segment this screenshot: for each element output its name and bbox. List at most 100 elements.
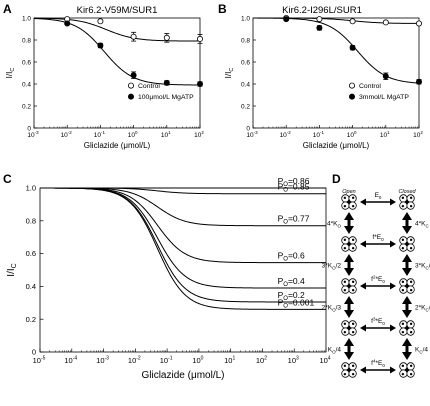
- arrow-head: [360, 324, 366, 332]
- transition-arrow-vertical-closed: [402, 254, 412, 276]
- panel-b-legend-marker: [348, 93, 355, 100]
- subunit-dot: [351, 238, 355, 242]
- panel-a-point-2: [130, 72, 137, 79]
- panel-a-ylabel: I/IC: [5, 68, 16, 79]
- subunit-dot: [343, 364, 347, 368]
- panel-b-fit-curve-1: [253, 17, 420, 24]
- panel-c-xtick-label: 103: [288, 356, 299, 366]
- diagram-closed-label: Closed: [398, 189, 416, 195]
- panel-c-xtick-label: 102: [256, 356, 267, 366]
- panel-label-b: B: [218, 2, 227, 16]
- panel-c-curve-5: [40, 187, 326, 289]
- channel-pore: [405, 284, 409, 288]
- subunit-dot: [409, 372, 413, 376]
- subunit-dot: [343, 204, 347, 208]
- panel-c-ylabel: I/IC: [6, 263, 18, 276]
- panel-a-point-1: [130, 33, 137, 40]
- panel-a-plot: 0 0.2 0.4 0.6 0.8 1.0 10-3 10-2 10-1 100 101 102 Gli…: [5, 15, 204, 150]
- arrow-head: [402, 296, 412, 304]
- arrow-head: [402, 226, 412, 234]
- arrow-head: [390, 282, 396, 290]
- panel-b-ytick-label: 1.0: [241, 15, 250, 22]
- closed-rate-label: 3*KC/2: [415, 263, 430, 271]
- arrow-head: [344, 226, 354, 234]
- panel-c-po-label: PO=0.6: [278, 251, 305, 263]
- panel-c-xtick-label: 100: [192, 356, 203, 366]
- subunit-dot: [343, 196, 347, 200]
- subunit-dot: [351, 372, 355, 376]
- arrow-head: [390, 366, 396, 374]
- panel-b-xtick-label: 10-3: [246, 130, 258, 139]
- subunit-dot: [351, 246, 355, 250]
- subunit-dot: [401, 288, 405, 292]
- panel-b-xtick-label: 10-1: [313, 130, 325, 139]
- subunit-dot: [409, 364, 413, 368]
- kinetic-scheme-diagram: Open Closed E0 f*E0 f2*E0 f3*E0 f4*E0 4*KO 4*K…: [322, 189, 430, 378]
- panel-a-point-2: [196, 81, 203, 88]
- subunit-dot: [401, 280, 405, 284]
- subunit-dot: [409, 204, 413, 208]
- channel-pore: [405, 242, 409, 246]
- subunit-dot: [351, 204, 355, 208]
- panel-b-fit-curve-2: [253, 17, 420, 84]
- channel-open-icon: [341, 236, 357, 252]
- open-rate-label: 4*KO: [327, 221, 341, 229]
- transition-arrow-vertical-closed: [402, 338, 412, 360]
- panel-label-c: C: [3, 172, 12, 186]
- panel-c-plot: 0 0.2 0.4 0.6 0.8 1.0 10-5 10-4 10-3 10-2 10-1 100 1…: [6, 176, 331, 381]
- subunit-dot: [409, 238, 413, 242]
- arrow-head: [344, 296, 354, 304]
- subunit-dot: [409, 196, 413, 200]
- channel-open-icon: [341, 194, 357, 210]
- transition-arrow-vertical-open: [344, 338, 354, 360]
- panel-a-legend-entry: 100μmol/L MgATP: [138, 94, 194, 101]
- panel-c-xtick-label: 10-5: [33, 356, 46, 366]
- subunit-dot: [343, 322, 347, 326]
- panel-c-po-label: PO=0.001: [278, 297, 315, 309]
- transition-arrow-horizontal: [360, 240, 396, 248]
- channel-open-icon: [341, 320, 357, 336]
- panel-b-xtick-label: 10-2: [280, 130, 292, 139]
- channel-pore: [347, 200, 351, 204]
- subunit-dot: [343, 330, 347, 334]
- panel-a-point-1: [163, 34, 170, 41]
- subunit-dot: [343, 372, 347, 376]
- panel-c-ytick-label: 0.8: [26, 216, 36, 225]
- panel-a-point-1: [97, 18, 104, 25]
- horizontal-rate-label: f2*E0: [371, 275, 385, 284]
- panel-a-point-2: [163, 79, 170, 86]
- panel-a-xtick-label: 102: [194, 130, 204, 139]
- panel-a-fit-curve-2: [33, 18, 200, 86]
- panel-b-point-2: [415, 78, 422, 85]
- channel-pore: [347, 284, 351, 288]
- subunit-dot: [401, 330, 405, 334]
- panel-b-ytick-label: 0.6: [241, 59, 250, 66]
- panel-b-title: Kir6.2-I296L/SUR1: [282, 5, 362, 16]
- panel-c-ytick-label: 0.2: [26, 315, 36, 324]
- subunit-dot: [401, 322, 405, 326]
- channel-closed-icon: [399, 194, 415, 210]
- panel-a-ytick-label: 0: [27, 125, 31, 132]
- panel-a-xtick-label: 10-2: [61, 130, 73, 139]
- panel-c-xtick-label: 101: [224, 356, 235, 366]
- transition-arrow-horizontal: [360, 282, 396, 290]
- arrow-head: [344, 338, 354, 346]
- arrow-head: [402, 352, 412, 360]
- arrow-head: [402, 268, 412, 276]
- arrow-head: [344, 268, 354, 276]
- transition-arrow-vertical-closed: [402, 296, 412, 318]
- arrow-head: [402, 310, 412, 318]
- panel-a-ytick-label: 0.8: [22, 37, 31, 44]
- panel-a-legend-marker: [127, 93, 134, 100]
- arrow-head: [344, 352, 354, 360]
- channel-pore: [347, 242, 351, 246]
- panel-c-xtick-label: 104: [319, 356, 330, 366]
- transition-arrow-vertical-open: [344, 296, 354, 318]
- arrow-head: [402, 212, 412, 220]
- horizontal-rate-label: E0: [375, 192, 382, 200]
- arrow-head: [390, 198, 396, 206]
- subunit-dot: [409, 246, 413, 250]
- subunit-dot: [343, 288, 347, 292]
- closed-rate-label: KC/4: [415, 347, 428, 355]
